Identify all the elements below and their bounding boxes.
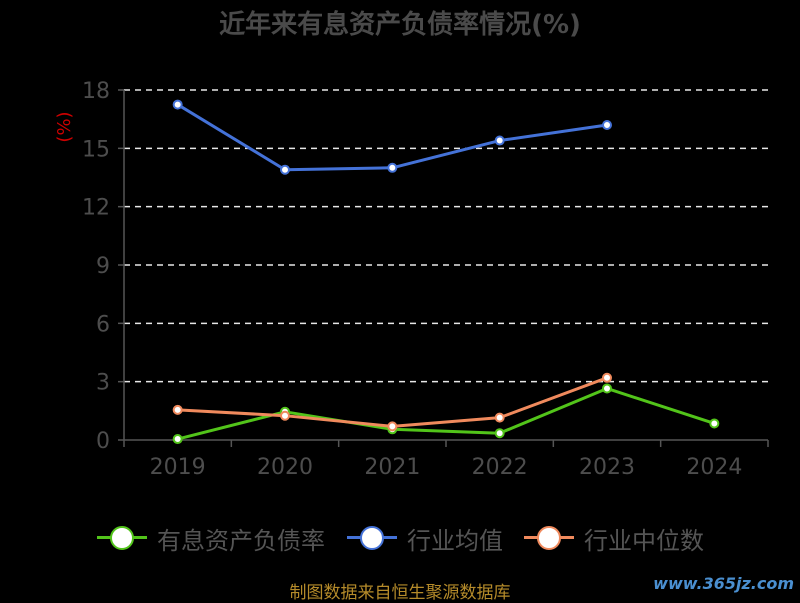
data-point bbox=[172, 99, 183, 110]
legend-item-industry-median[interactable]: 行业中位数 bbox=[524, 521, 704, 555]
legend-item-industry-mean[interactable]: 行业均值 bbox=[347, 521, 503, 555]
data-source-footer: 制图数据来自恒生聚源数据库 bbox=[289, 583, 511, 603]
y-tick-label: 12 bbox=[82, 196, 110, 221]
data-point bbox=[602, 120, 612, 130]
legend-label: 有息资产负债率 bbox=[157, 526, 325, 555]
data-point bbox=[280, 410, 290, 421]
x-tick-label: 2022 bbox=[472, 455, 528, 480]
data-point bbox=[280, 164, 290, 175]
axes: 0 3 6 9 12 15 18 2019 2020 2021 2022 2023 2024 bbox=[82, 79, 769, 480]
y-tick-label: 15 bbox=[82, 137, 110, 162]
y-axis-label: (%) bbox=[54, 111, 75, 142]
data-point bbox=[709, 418, 720, 429]
data-point bbox=[172, 434, 183, 445]
data-point bbox=[387, 421, 398, 432]
data-point bbox=[387, 162, 398, 173]
data-point bbox=[494, 428, 505, 439]
chart-title: 近年来有息资产负债率情况(%) bbox=[219, 10, 581, 40]
legend-marker-icon bbox=[347, 521, 397, 555]
legend-label: 行业中位数 bbox=[584, 526, 704, 555]
data-point bbox=[602, 383, 612, 394]
y-tick-label: 18 bbox=[82, 79, 110, 104]
legend-label: 行业均值 bbox=[407, 526, 503, 555]
chart-legend: 有息资产负债率 行业均值 行业中位数 bbox=[0, 521, 800, 555]
x-tick-label: 2023 bbox=[579, 455, 635, 480]
data-point bbox=[602, 372, 612, 383]
series-line-2 bbox=[177, 376, 608, 428]
data-points bbox=[172, 99, 720, 445]
y-tick-label: 3 bbox=[96, 371, 110, 396]
x-tick-label: 2024 bbox=[686, 455, 742, 480]
series-lines bbox=[176, 103, 715, 441]
y-tick-label: 0 bbox=[96, 429, 110, 454]
x-tick-label: 2021 bbox=[364, 455, 420, 480]
y-tick-label: 6 bbox=[96, 312, 110, 337]
data-point bbox=[172, 404, 183, 415]
site-watermark: www.365jz.com bbox=[653, 574, 794, 593]
y-tick-label: 9 bbox=[96, 254, 110, 279]
series-line-0 bbox=[177, 386, 715, 441]
x-tick-label: 2019 bbox=[150, 455, 206, 480]
x-tick-label: 2020 bbox=[257, 455, 313, 480]
data-point bbox=[494, 412, 505, 423]
legend-marker-icon bbox=[524, 521, 574, 555]
series-line-1 bbox=[176, 103, 608, 172]
grid-lines bbox=[124, 89, 768, 383]
legend-marker-icon bbox=[97, 521, 147, 555]
data-point bbox=[494, 135, 505, 146]
legend-item-interest-bearing-debt-ratio[interactable]: 有息资产负债率 bbox=[97, 521, 325, 555]
